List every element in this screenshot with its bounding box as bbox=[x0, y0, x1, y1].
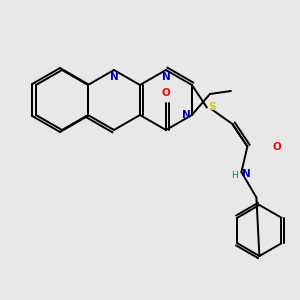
Text: O: O bbox=[161, 88, 170, 98]
Text: N: N bbox=[242, 169, 251, 179]
Text: N: N bbox=[182, 110, 191, 120]
Text: N: N bbox=[110, 72, 118, 82]
Text: O: O bbox=[273, 142, 282, 152]
Text: N: N bbox=[161, 72, 170, 82]
Text: H: H bbox=[231, 170, 237, 179]
Text: S: S bbox=[208, 103, 215, 112]
